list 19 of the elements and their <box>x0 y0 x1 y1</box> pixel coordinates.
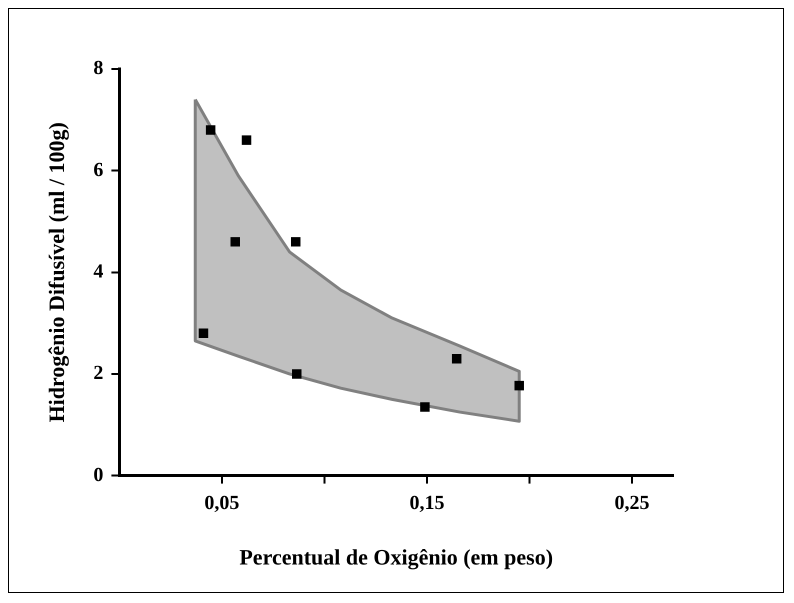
point <box>514 380 524 390</box>
y-tick-label: 0 <box>93 464 104 486</box>
point <box>242 135 252 145</box>
point <box>452 354 462 364</box>
y-tick-label: 8 <box>93 57 104 80</box>
y-axis-title: Hidrogênio Difusível (ml / 100g) <box>44 122 69 422</box>
point <box>292 369 302 379</box>
point <box>230 237 240 247</box>
point <box>206 125 216 135</box>
y-tick-label: 6 <box>93 158 104 181</box>
point <box>198 328 208 338</box>
x-axis-title: Percentual de Oxigênio (em peso) <box>239 544 554 570</box>
y-tick-label: 2 <box>93 362 104 384</box>
point <box>420 402 430 412</box>
x-tick-label: 0,15 <box>409 492 444 514</box>
x-tick-label: 0,05 <box>204 492 240 514</box>
x-tick-label: 0,25 <box>614 492 650 514</box>
y-tick-label: 4 <box>93 260 104 282</box>
point <box>290 237 300 247</box>
